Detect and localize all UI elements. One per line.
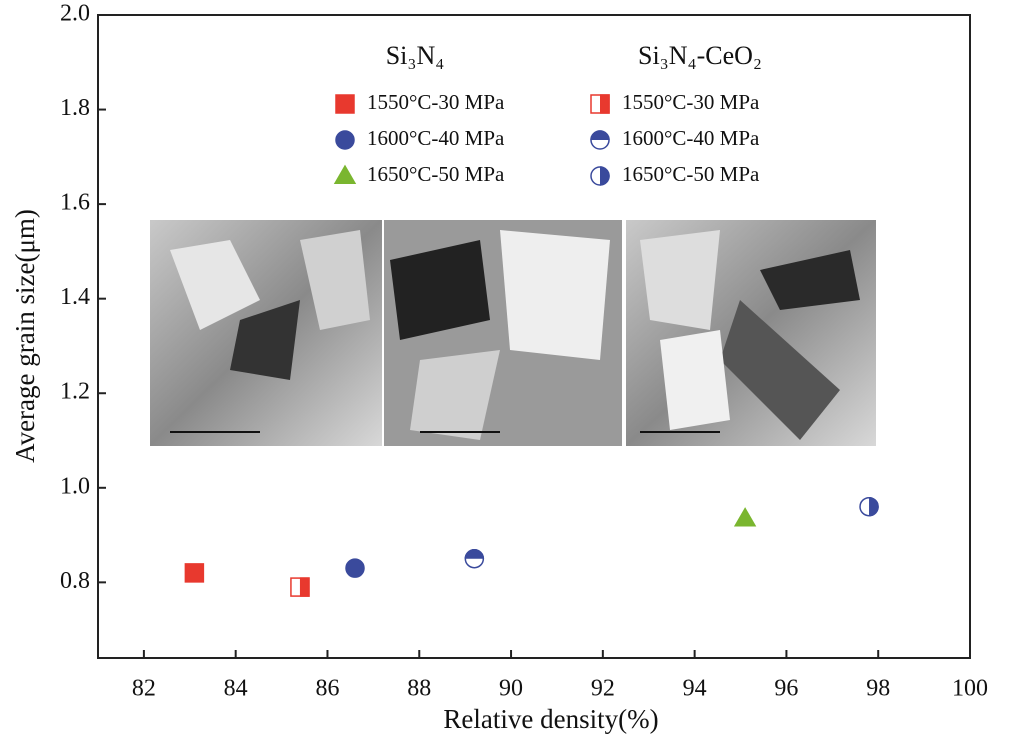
x-tick-label: 84 [224, 676, 248, 702]
legend-group-title: Si₃N₄ [386, 41, 445, 70]
marker-shape [335, 130, 355, 150]
legend-item: 1550°C-30 MPa [335, 90, 505, 114]
x-tick-label: 86 [315, 676, 339, 702]
legend-item: 1600°C-40 MPa [335, 126, 505, 150]
marker-shape [590, 130, 610, 140]
y-tick-label: 2.0 [60, 1, 90, 27]
marker-shape [869, 496, 879, 517]
legend-item: 1550°C-30 MPa [590, 90, 760, 114]
legend-label: 1650°C-50 MPa [622, 162, 760, 186]
legend-marker [335, 130, 355, 150]
x-axis-title: Relative density(%) [443, 704, 658, 734]
legend-marker [590, 130, 610, 150]
marker-shape [733, 507, 757, 527]
marker-shape [345, 558, 365, 578]
legend-label: 1550°C-30 MPa [367, 90, 505, 114]
x-tick-label: 100 [952, 676, 988, 702]
marker-shape [333, 164, 357, 184]
y-tick-label: 0.8 [60, 568, 90, 594]
legend-marker [590, 166, 610, 186]
marker-shape [184, 563, 205, 583]
marker-shape [600, 94, 610, 114]
marker [290, 577, 310, 597]
x-tick-label: 90 [499, 676, 523, 702]
x-tick-label: 94 [683, 676, 707, 702]
marker-shape [335, 94, 355, 114]
marker [345, 558, 365, 578]
y-tick-label: 1.0 [60, 473, 90, 499]
marker-shape [600, 166, 610, 186]
marker [733, 507, 757, 527]
legend-marker [590, 94, 610, 114]
marker [184, 563, 205, 583]
x-tick-label: 82 [132, 676, 156, 702]
legend-label: 1600°C-40 MPa [367, 126, 505, 150]
marker-shape [299, 577, 310, 597]
x-tick-label: 88 [407, 676, 431, 702]
y-tick-label: 1.2 [60, 379, 90, 405]
y-tick-label: 1.6 [60, 190, 90, 216]
marker [859, 496, 879, 517]
legend-item: 1600°C-40 MPa [590, 126, 760, 150]
x-tick-label: 96 [774, 676, 798, 702]
legend-item: 1650°C-50 MPa [333, 162, 505, 186]
y-tick-label: 1.8 [60, 95, 90, 121]
micrograph-insets [150, 220, 876, 446]
x-tick-label: 98 [866, 676, 890, 702]
legend-label: 1550°C-30 MPa [622, 90, 760, 114]
marker [464, 548, 485, 569]
y-axis-title: Average grain size(μm) [10, 209, 40, 463]
x-tick-label: 92 [591, 676, 615, 702]
legend-marker [335, 94, 355, 114]
marker-shape [464, 548, 485, 559]
plot-frame [97, 14, 971, 659]
legend-marker [333, 164, 357, 184]
legend-item: 1650°C-50 MPa [590, 162, 760, 186]
y-tick-label: 1.4 [60, 284, 90, 310]
legend-label: 1650°C-50 MPa [367, 162, 505, 186]
legend-label: 1600°C-40 MPa [622, 126, 760, 150]
legend-group-title: Si₃N₄-CeO₂ [638, 41, 762, 70]
